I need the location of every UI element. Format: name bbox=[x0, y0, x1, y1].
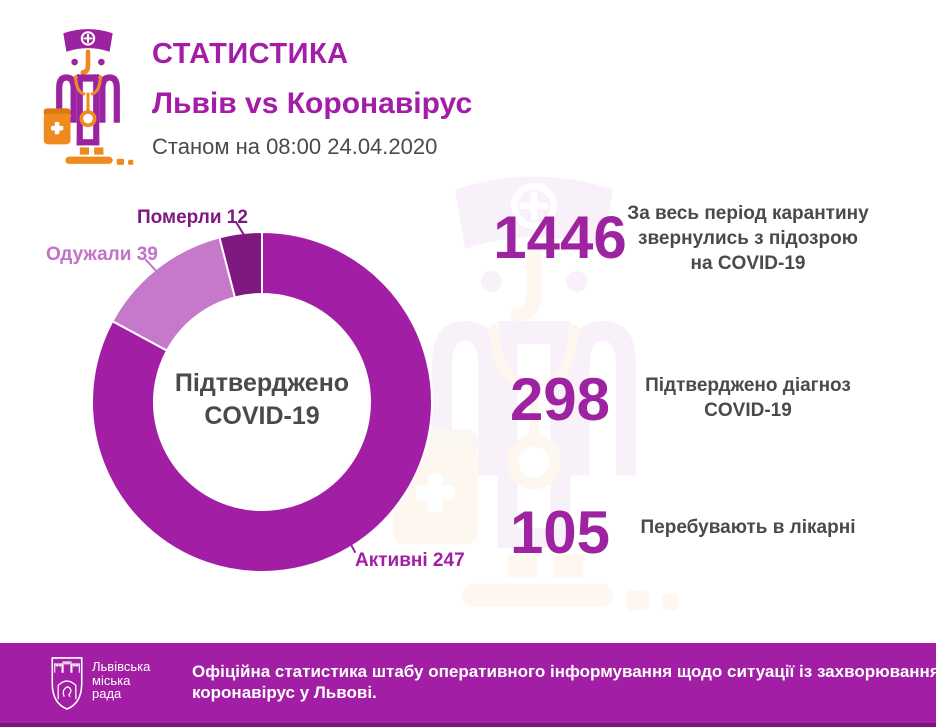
donut-chart bbox=[91, 221, 433, 573]
page-subtitle: Львів vs Коронавірус bbox=[152, 87, 473, 120]
stat-label-line: Підтверджено діагноз bbox=[645, 375, 851, 396]
stat-value-hospitalized: 105 bbox=[509, 499, 611, 566]
stat-label-line: на COVID-19 bbox=[690, 253, 806, 274]
stat-label-suspected: За весь період карантину звернулись з пі… bbox=[608, 201, 888, 276]
stat-label-line: Перебувають в лікарні bbox=[640, 517, 856, 538]
stat-label-confirmed: Підтверджено діагноз COVID-19 bbox=[608, 373, 888, 423]
stat-label-line: звернулись з підозрою bbox=[638, 228, 858, 249]
chart-label-died: Померли 12 bbox=[137, 207, 248, 228]
leader-line-active bbox=[342, 529, 356, 553]
footer-text-line: коронавірус у Львові. bbox=[192, 682, 377, 702]
donut-center-line-1: Підтверджено bbox=[174, 369, 350, 397]
footer-bar bbox=[0, 643, 936, 727]
footer-logo-name: Львівська міська рада bbox=[92, 660, 150, 701]
donut-center-line-2: COVID-19 bbox=[204, 402, 320, 430]
footer-text: Офіційна статистика штабу оперативного і… bbox=[192, 662, 936, 703]
leader-line-died bbox=[235, 221, 245, 236]
doctor-mascot-icon bbox=[36, 24, 140, 168]
stat-label-hospitalized: Перебувають в лікарні bbox=[608, 515, 888, 540]
stat-label-line: За весь період карантину bbox=[627, 203, 869, 224]
lviv-coat-of-arms-icon bbox=[51, 657, 83, 710]
leader-line-recovered bbox=[145, 259, 160, 275]
stat-value-confirmed: 298 bbox=[509, 366, 611, 433]
footer-logo-line: міська bbox=[92, 672, 131, 688]
page-title: СТАТИСТИКА bbox=[152, 38, 349, 70]
footer-logo-line: рада bbox=[92, 686, 122, 701]
donut-center-label: Підтверджено COVID-19 bbox=[162, 367, 362, 433]
stat-value-suspected: 1446 bbox=[493, 204, 627, 271]
page-date: Станом на 08:00 24.04.2020 bbox=[152, 134, 438, 159]
chart-label-active: Активні 247 bbox=[355, 550, 465, 571]
footer-logo-line: Львівська bbox=[92, 659, 151, 674]
stat-label-line: COVID-19 bbox=[704, 400, 792, 421]
chart-label-recovered: Одужали 39 bbox=[46, 244, 158, 265]
segment-active bbox=[91, 231, 433, 573]
footer-text-line: Офіційна статистика штабу оперативного і… bbox=[192, 662, 936, 681]
segment-died bbox=[218, 231, 263, 299]
